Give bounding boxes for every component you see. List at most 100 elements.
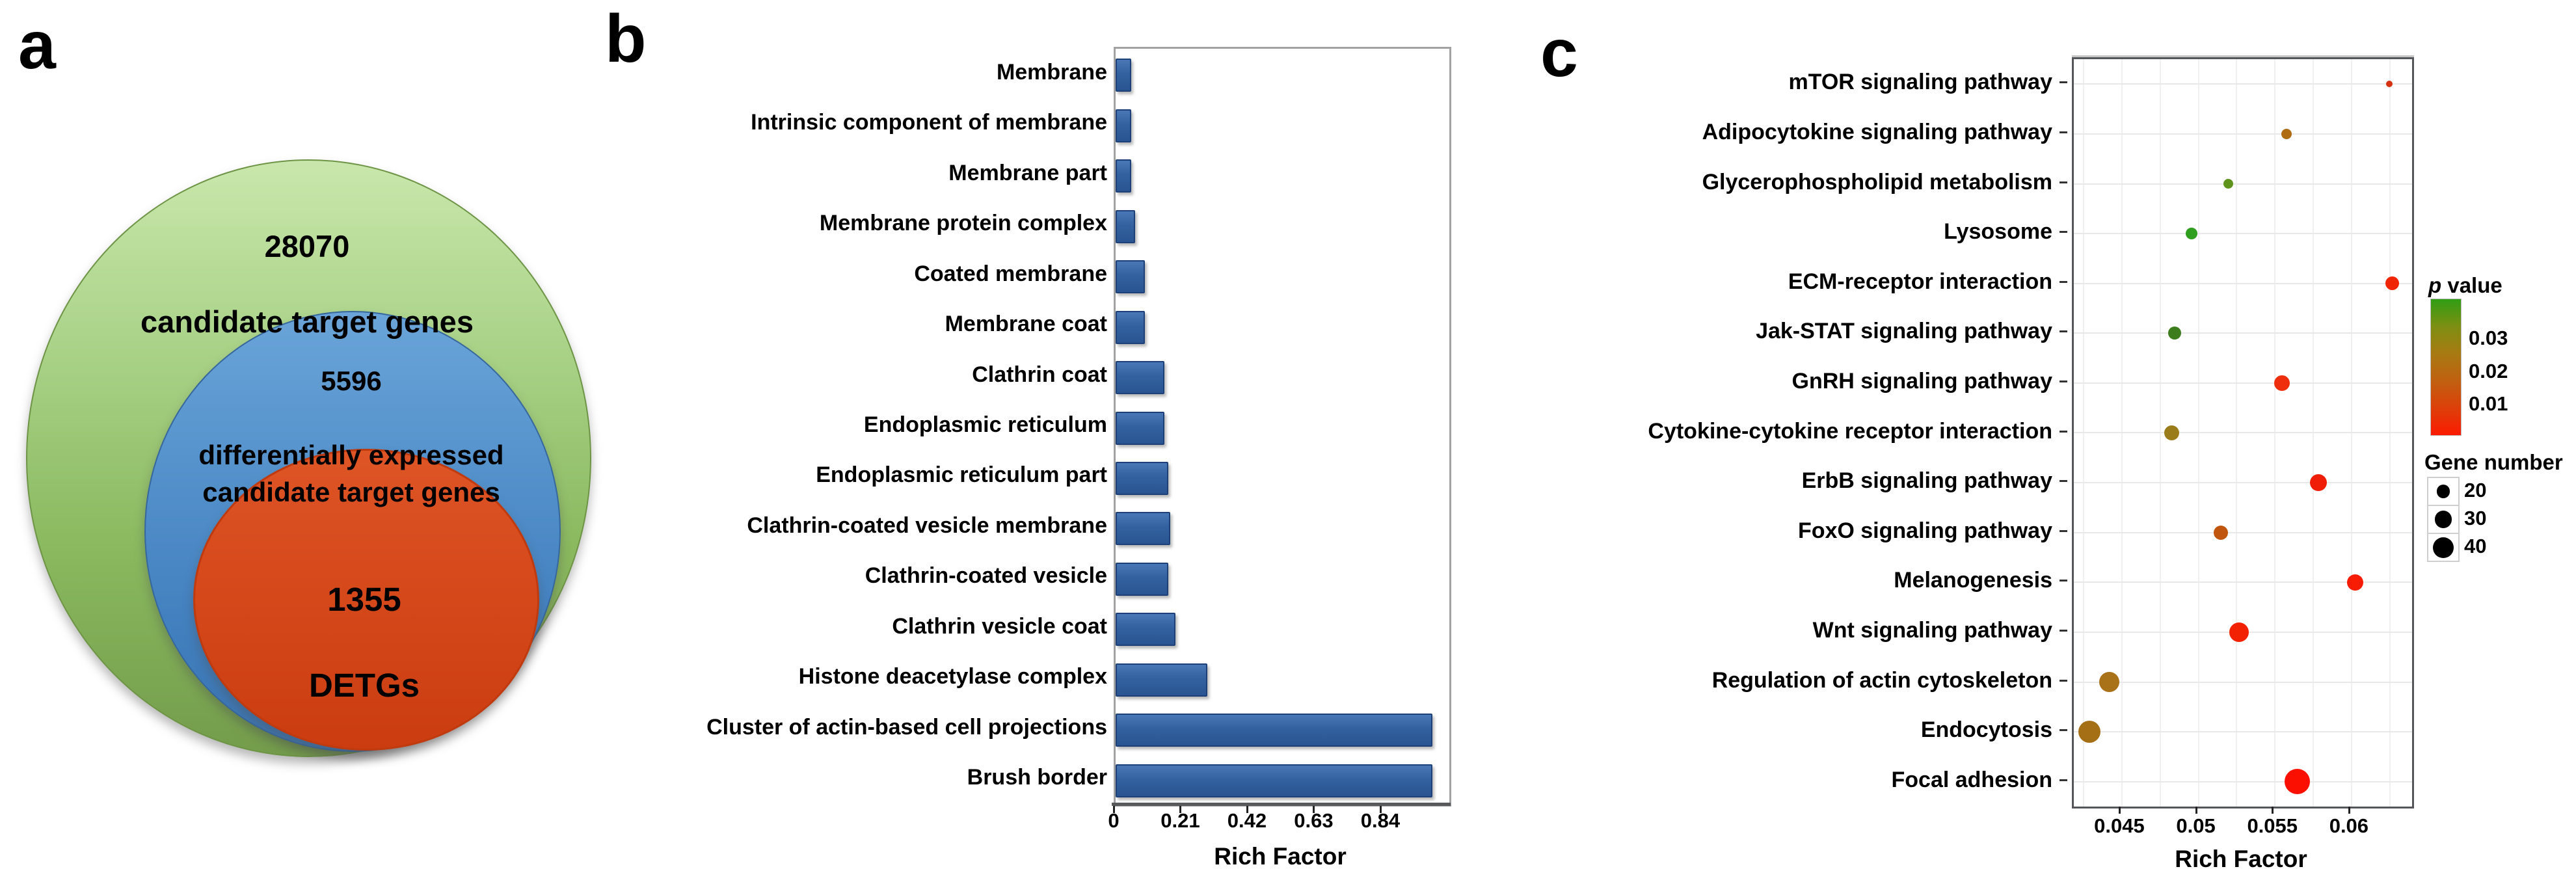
- bar: [1116, 563, 1168, 596]
- pathway-label: GnRH signaling pathway: [1791, 368, 2052, 394]
- grid-line-horizontal: [2074, 432, 2412, 433]
- grid-line-horizontal: [2074, 183, 2412, 185]
- bar: [1116, 311, 1145, 344]
- pathway-dot: [2214, 526, 2228, 540]
- p-value-legend-title-rest: value: [2441, 273, 2502, 297]
- y-tick-mark: [2059, 580, 2067, 582]
- y-tick-mark: [2059, 480, 2067, 483]
- panel-b-plot-area: [1114, 47, 1451, 807]
- gene-number-legend-dot: [2434, 511, 2452, 528]
- bar: [1116, 109, 1131, 142]
- grid-line-horizontal: [2074, 731, 2412, 732]
- gene-number-legend-dot: [2436, 485, 2450, 498]
- y-tick-mark: [2059, 181, 2067, 183]
- bar-category-label: Histone deacetylase complex: [798, 664, 1107, 689]
- bar-category-label: Coated membrane: [914, 261, 1107, 286]
- bar-category-label: Membrane protein complex: [819, 211, 1107, 236]
- pathway-label: Adipocytokine signaling pathway: [1702, 119, 2052, 144]
- panel-a-label: a: [18, 8, 56, 83]
- bar-category-label: Membrane coat: [945, 312, 1107, 337]
- y-tick-mark: [2059, 81, 2067, 84]
- venn-outer-label: candidate target genes: [141, 304, 474, 339]
- gene-number-legend-box: [2427, 533, 2460, 562]
- bar: [1116, 714, 1432, 747]
- venn-outer-text: 28070 candidate target genes: [79, 190, 535, 341]
- grid-line-horizontal: [2074, 682, 2412, 683]
- panel-b-x-axis-line: [1112, 803, 1451, 806]
- y-tick-mark: [2059, 131, 2067, 133]
- x-tick-label: 0.045: [2094, 814, 2145, 837]
- grid-line-horizontal: [2074, 482, 2412, 483]
- bar: [1116, 412, 1164, 445]
- pathway-label: Cytokine-cytokine receptor interaction: [1648, 418, 2052, 444]
- pathway-dot: [2229, 622, 2249, 642]
- pathway-dot: [2099, 672, 2119, 692]
- gene-number-legend-value: 40: [2464, 535, 2487, 557]
- y-tick-mark: [2059, 529, 2067, 532]
- x-tick-mark: [2348, 807, 2350, 814]
- gene-number-legend-dot: [2433, 537, 2454, 558]
- x-tick-mark: [2272, 807, 2274, 814]
- grid-line-horizontal: [2074, 781, 2412, 782]
- venn-inner-label: DETGs: [308, 667, 420, 704]
- pathway-dot: [2386, 81, 2393, 87]
- bar: [1116, 159, 1131, 193]
- bar-category-label: Intrinsic component of membrane: [751, 110, 1107, 135]
- pathway-dot: [2223, 179, 2233, 189]
- p-value-tick-label: 0.01: [2469, 392, 2508, 415]
- pathway-dot: [2168, 327, 2181, 340]
- x-tick-label: 0.84: [1360, 809, 1401, 832]
- pathway-dot: [2281, 129, 2292, 139]
- p-value-legend-title: p value: [2428, 273, 2502, 298]
- bar-category-label: Membrane part: [948, 160, 1107, 185]
- bar-category-label: Endoplasmic reticulum: [863, 412, 1107, 437]
- panel-c-plot-area: [2072, 57, 2414, 808]
- pathway-label: FoxO signaling pathway: [1797, 518, 2052, 543]
- venn-inner-text: 1355 DETGs: [202, 535, 527, 707]
- pathway-label: mTOR signaling pathway: [1788, 70, 2052, 95]
- pathway-label: Glycerophospholipid metabolism: [1702, 169, 2052, 194]
- pathway-dot: [2285, 769, 2310, 794]
- bar: [1116, 260, 1145, 293]
- p-value-legend-title-italic: p: [2428, 273, 2442, 297]
- pathway-dot: [2186, 228, 2197, 239]
- x-tick-label: 0.42: [1227, 809, 1267, 832]
- bar: [1116, 764, 1432, 797]
- pathway-label: Focal adhesion: [1891, 767, 2053, 792]
- bar: [1116, 462, 1168, 495]
- bar: [1116, 663, 1207, 697]
- x-tick-mark: [2195, 807, 2197, 814]
- pathway-label: Melanogenesis: [1894, 568, 2052, 593]
- grid-line-horizontal: [2074, 581, 2412, 583]
- venn-middle-count: 5596: [321, 366, 382, 396]
- y-tick-mark: [2059, 380, 2067, 382]
- bar-category-label: Clathrin-coated vesicle membrane: [747, 513, 1107, 538]
- y-tick-mark: [2059, 779, 2067, 781]
- bar-category-label: Brush border: [967, 765, 1107, 790]
- x-tick-mark: [1313, 806, 1315, 813]
- pathway-label: Lysosome: [1944, 219, 2052, 245]
- panel-c-label: c: [1540, 16, 1578, 91]
- bar-category-label: Clathrin-coated vesicle: [865, 563, 1107, 589]
- grid-line-horizontal: [2074, 283, 2412, 284]
- pathway-dot: [2385, 276, 2399, 290]
- x-tick-label: 0.055: [2247, 814, 2298, 837]
- panel-b-x-axis-title: Rich Factor: [1214, 843, 1347, 870]
- x-tick-mark: [1179, 806, 1182, 813]
- x-tick-mark: [2118, 807, 2121, 814]
- p-value-tick-label: 0.03: [2469, 327, 2508, 349]
- y-tick-mark: [2059, 679, 2067, 682]
- bar: [1116, 210, 1135, 243]
- gene-number-legend-value: 20: [2464, 479, 2487, 501]
- p-value-colorbar: [2430, 299, 2462, 436]
- pathway-dot: [2310, 474, 2327, 491]
- y-tick-mark: [2059, 231, 2067, 234]
- x-tick-label: 0.06: [2329, 814, 2369, 837]
- y-tick-mark: [2059, 330, 2067, 333]
- grid-line-horizontal: [2074, 532, 2412, 533]
- venn-middle-text: 5596 differentially expressed candidate …: [156, 325, 546, 511]
- venn-inner-count: 1355: [327, 581, 401, 618]
- gene-number-legend-title: Gene number: [2424, 450, 2563, 474]
- bar: [1116, 59, 1131, 92]
